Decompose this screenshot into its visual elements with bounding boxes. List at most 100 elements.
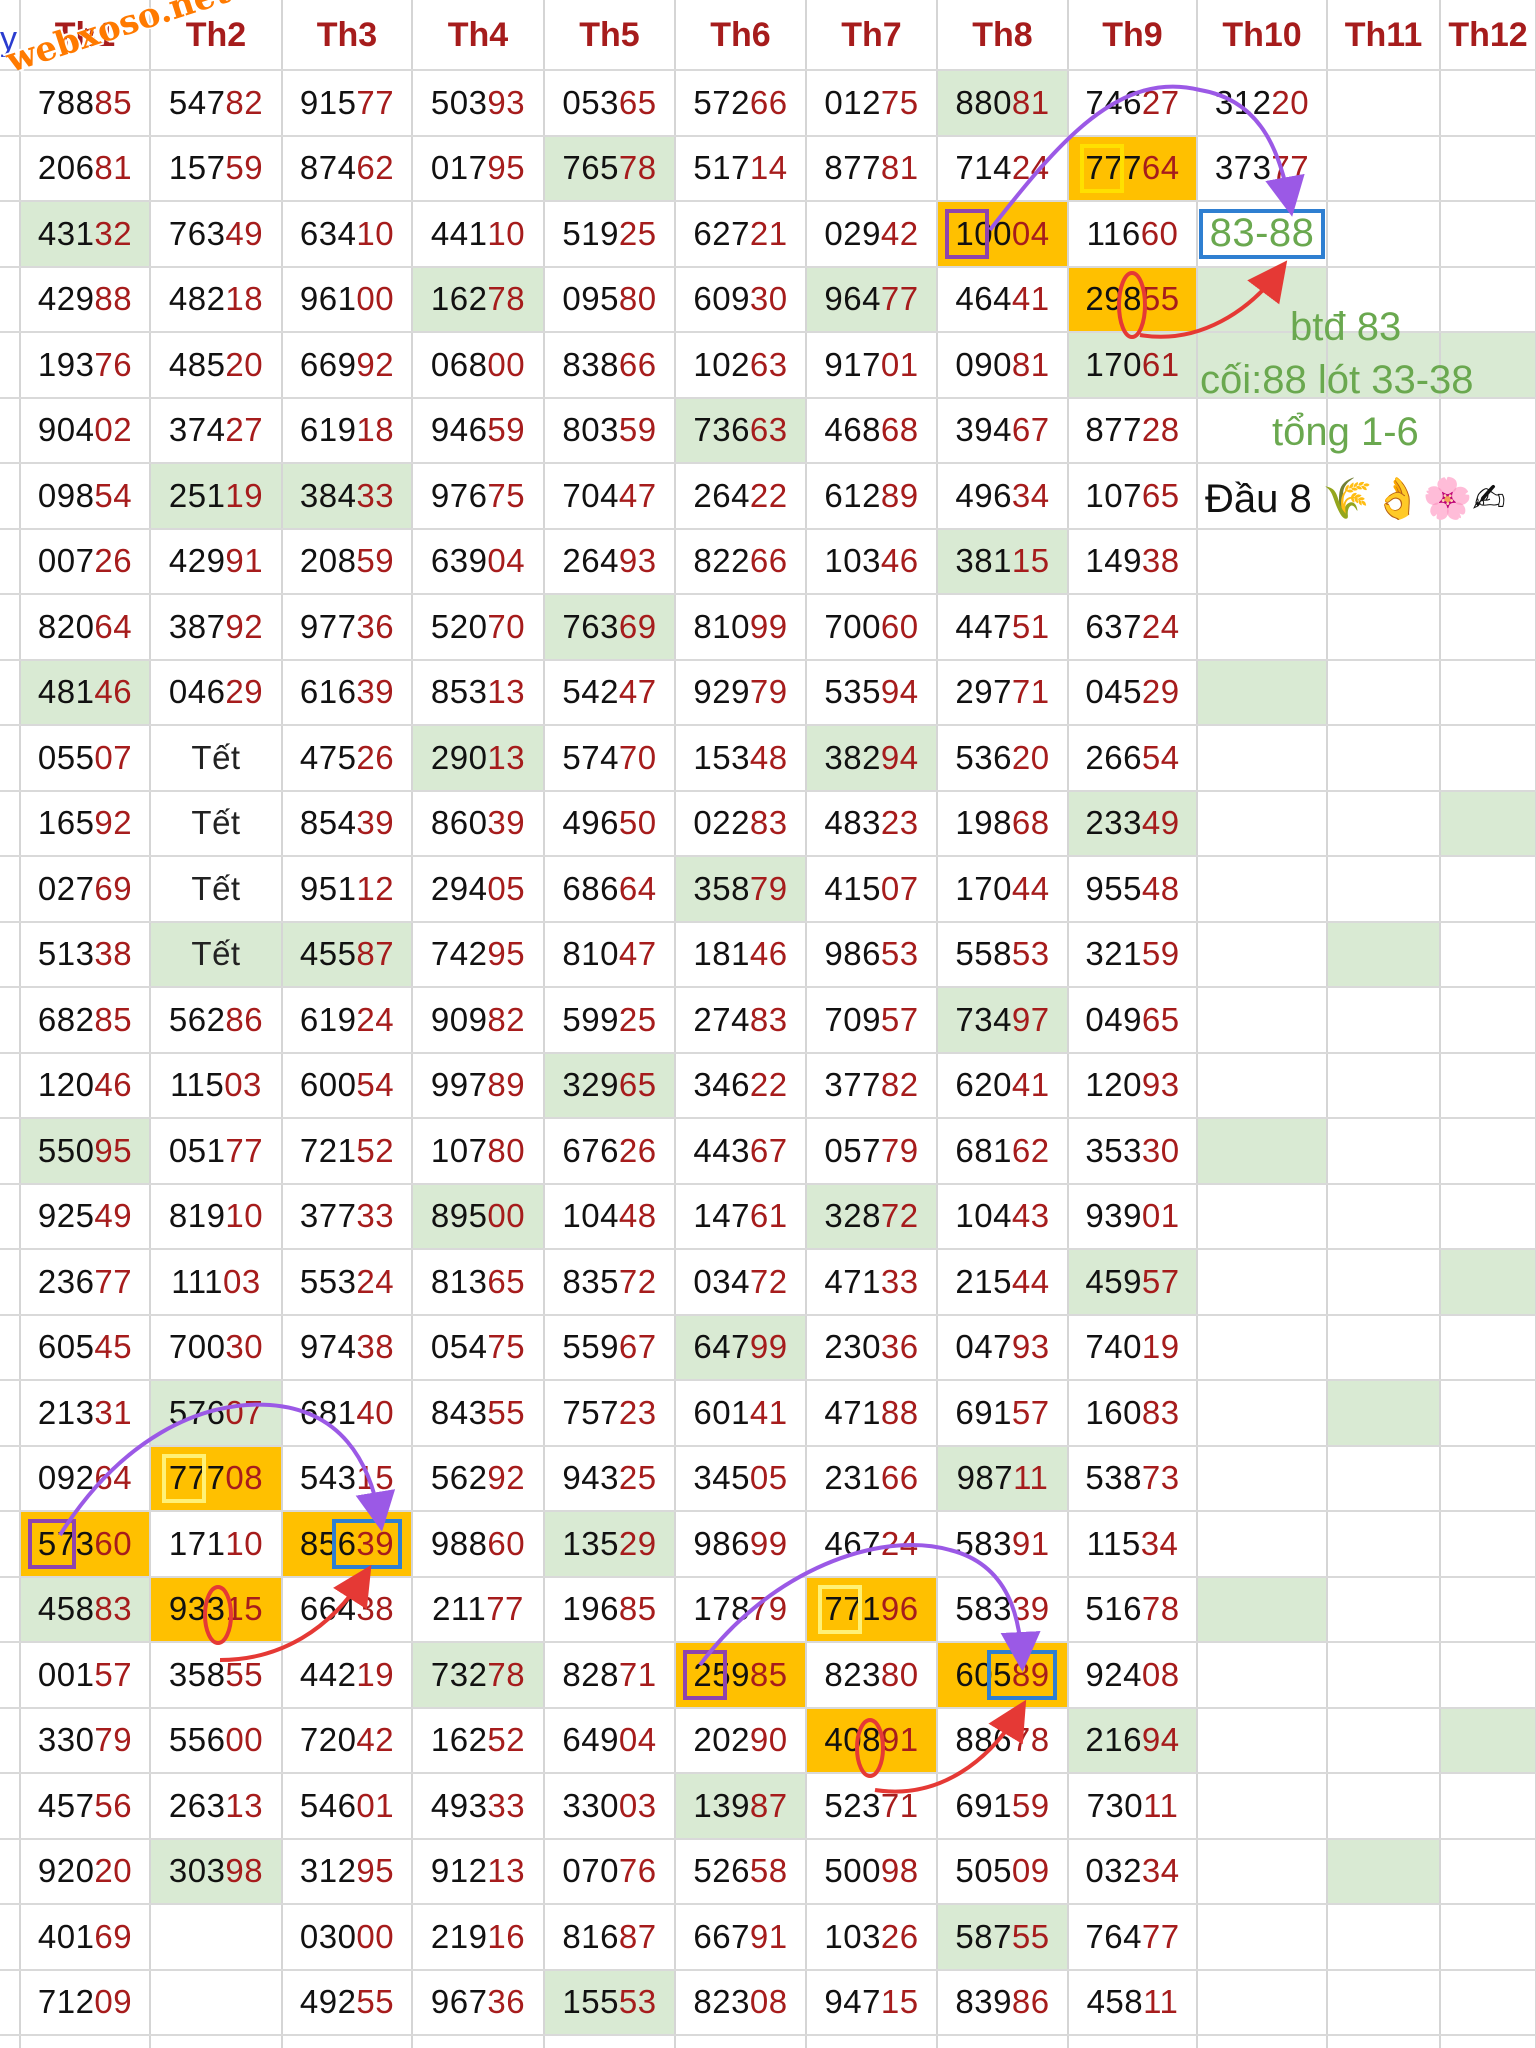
table-cell[interactable]: 516 78 (1085, 1590, 1180, 1627)
table-cell[interactable]: 206 81 (37, 149, 133, 186)
table-cell[interactable]: 374 27 (168, 411, 264, 448)
table-cell[interactable]: 290 13 (430, 738, 526, 776)
table-cell[interactable]: 546 01 (299, 1786, 395, 1824)
table-cell[interactable]: 709 57 (824, 1000, 919, 1038)
column-header-th2[interactable]: Th2 (185, 15, 247, 54)
column-header-th9[interactable]: Th9 (1102, 15, 1163, 54)
table-cell[interactable]: 482 18 (168, 280, 264, 317)
table-cell[interactable]: 045 29 (1085, 673, 1180, 710)
table-cell[interactable]: 828 71 (562, 1655, 657, 1693)
table-cell[interactable]: 619 18 (299, 411, 395, 448)
table-cell[interactable]: 964 77 (824, 280, 919, 317)
table-cell[interactable]: 202 90 (693, 1721, 788, 1758)
table-cell[interactable]: 576 07 (168, 1393, 264, 1431)
table-cell[interactable]: 813 65 (430, 1262, 526, 1300)
table-cell[interactable]: 976 75 (430, 476, 526, 514)
table-cell[interactable]: 149 38 (1085, 542, 1180, 579)
table-cell[interactable]: 732 78 (430, 1655, 526, 1693)
table-cell[interactable]: 721 52 (299, 1131, 395, 1169)
column-header-th12[interactable]: Th12 (1448, 15, 1528, 54)
table-cell[interactable]: 345 05 (693, 1459, 788, 1496)
table-cell[interactable]: 997 89 (430, 1066, 526, 1103)
table-cell[interactable]: 988 60 (430, 1524, 526, 1562)
table-cell[interactable]: 303 98 (168, 1852, 264, 1889)
table-cell[interactable]: 049 65 (1085, 1000, 1180, 1038)
table-cell[interactable]: 230 36 (824, 1328, 919, 1365)
table-cell[interactable]: 457 56 (37, 1786, 133, 1824)
table-cell[interactable]: 986 53 (824, 935, 919, 972)
table-cell[interactable]: 757 23 (562, 1393, 657, 1431)
table-cell[interactable]: 135 29 (562, 1524, 657, 1562)
table-cell[interactable]: 483 23 (824, 804, 919, 841)
table-cell[interactable]: 447 51 (955, 607, 1050, 645)
column-header-th5[interactable]: Th5 (579, 15, 640, 54)
table-cell[interactable]: 686 64 (562, 869, 657, 907)
table-cell[interactable]: 321 59 (1085, 935, 1180, 972)
table-cell[interactable]: 408 91 (824, 1721, 919, 1758)
table-cell[interactable]: 820 64 (37, 607, 133, 645)
table-cell[interactable]: 924 08 (1085, 1655, 1180, 1693)
table-cell[interactable]: 431 32 (37, 214, 133, 252)
table-cell[interactable]: 559 67 (562, 1328, 657, 1365)
table-cell[interactable]: 263 13 (168, 1786, 264, 1824)
table-cell[interactable]: 943 25 (562, 1459, 657, 1496)
table-cell[interactable]: 116 60 (1086, 214, 1179, 252)
table-cell[interactable]: 384 33 (299, 476, 395, 514)
table-cell[interactable]: 730 11 (1086, 1786, 1179, 1824)
table-cell[interactable]: 274 83 (693, 1000, 788, 1038)
table-cell[interactable]: 609 30 (693, 280, 788, 317)
table-cell[interactable]: 328 72 (824, 1197, 919, 1234)
table-cell[interactable]: 704 47 (562, 476, 657, 514)
table-cell[interactable]: 471 88 (824, 1393, 919, 1431)
table-cell[interactable]: 193 76 (37, 345, 133, 383)
table-cell[interactable]: Tết (191, 935, 241, 972)
table-cell[interactable]: 236 77 (37, 1262, 133, 1300)
table-cell[interactable]: 251 19 (168, 476, 264, 514)
table-cell[interactable]: 520 70 (430, 607, 526, 645)
column-header-th4[interactable]: Th4 (447, 15, 509, 54)
table-cell[interactable]: 691 57 (955, 1393, 1050, 1431)
table-cell[interactable]: 523 71 (824, 1786, 919, 1824)
table-cell[interactable]: 955 48 (1085, 869, 1180, 907)
table-cell[interactable]: 215 44 (955, 1262, 1050, 1300)
table-cell[interactable]: 471 33 (824, 1262, 919, 1300)
table-cell[interactable]: 429 91 (168, 542, 264, 579)
table-cell[interactable]: 115 03 (170, 1066, 262, 1103)
table-cell[interactable]: 496 34 (955, 476, 1050, 514)
table-cell[interactable]: 619 24 (299, 1000, 395, 1038)
table-cell[interactable]: 667 91 (693, 1917, 788, 1955)
table-cell[interactable]: 712 09 (37, 1983, 133, 2020)
table-cell[interactable]: 213 31 (37, 1393, 133, 1431)
table-cell[interactable]: 734 97 (955, 1000, 1050, 1038)
table-cell[interactable]: 001 57 (37, 1655, 133, 1693)
table-cell[interactable]: 464 41 (955, 280, 1050, 317)
table-cell[interactable]: 381 15 (955, 542, 1050, 579)
table-cell[interactable]: 639 04 (430, 542, 526, 579)
table-cell[interactable]: 803 59 (562, 411, 657, 448)
table-cell[interactable]: 664 38 (299, 1590, 395, 1627)
table-cell[interactable]: 492 55 (299, 1983, 395, 2020)
table-cell[interactable]: 676 26 (562, 1131, 657, 1169)
table-cell[interactable]: 920 20 (37, 1852, 133, 1889)
table-cell[interactable]: 198 68 (955, 804, 1050, 841)
table-cell[interactable]: 467 24 (824, 1524, 919, 1562)
table-cell[interactable]: 353 30 (1085, 1131, 1180, 1169)
table-cell[interactable]: 029 42 (824, 214, 919, 252)
table-cell[interactable]: 647 99 (693, 1328, 788, 1365)
table-cell[interactable]: 612 89 (824, 476, 919, 514)
table-cell[interactable]: 231 66 (824, 1459, 919, 1496)
table-cell[interactable]: 599 25 (562, 1000, 657, 1038)
table-cell[interactable]: 543 15 (299, 1459, 395, 1496)
table-cell[interactable]: 481 46 (37, 673, 133, 710)
table-cell[interactable]: 542 47 (562, 673, 657, 710)
table-cell[interactable]: 587 55 (955, 1917, 1050, 1955)
table-cell[interactable]: 929 79 (693, 673, 788, 710)
table-cell[interactable]: 764 77 (1085, 1917, 1180, 1955)
table-cell[interactable]: 358 79 (693, 869, 788, 907)
table-cell[interactable]: 155 53 (562, 1983, 657, 2020)
table-cell[interactable]: 637 24 (1085, 607, 1180, 645)
table-cell[interactable]: 455 87 (299, 935, 395, 972)
table-cell[interactable]: Tết (191, 804, 241, 841)
table-cell[interactable]: 895 00 (430, 1197, 526, 1234)
table-cell[interactable]: 157 59 (168, 149, 264, 186)
